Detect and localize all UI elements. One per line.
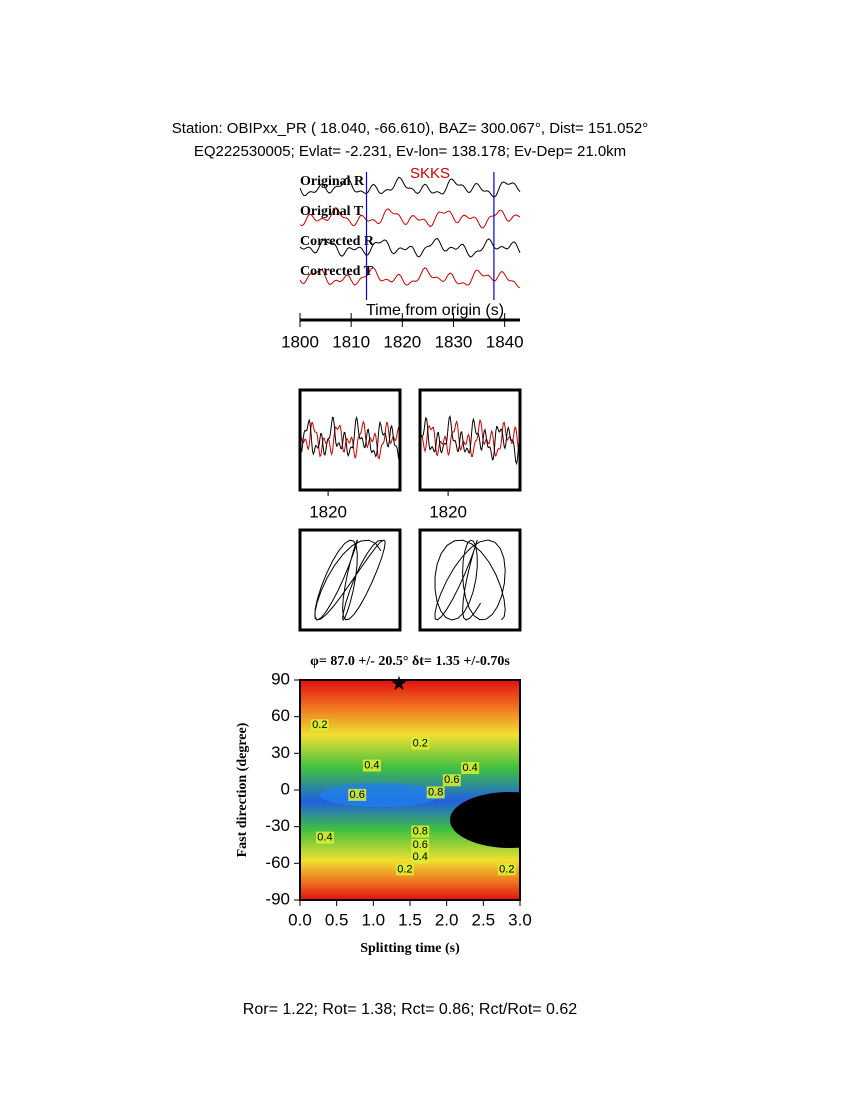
misfit-fill	[450, 792, 520, 848]
contour-label: 0.2	[413, 737, 428, 749]
contour-label-box	[310, 719, 329, 732]
contour-label-box	[362, 759, 381, 772]
trace	[299, 176, 521, 198]
x-axis-title: Time from origin (s)	[366, 302, 504, 319]
y-tick-label: 90	[271, 669, 290, 688]
x-tick-label: 1800	[281, 332, 319, 351]
particle-motion	[314, 538, 386, 622]
contour-label: 0.2	[312, 719, 327, 731]
trace-label: Original T	[300, 204, 364, 219]
x-tick-label: 1820	[429, 502, 467, 521]
trace	[299, 238, 521, 258]
contour-label: 0.4	[462, 762, 477, 774]
contour-label: 0.4	[413, 851, 428, 863]
y-axis-title: Fast direction (degree)	[235, 722, 250, 857]
x-tick-label: 3.0	[508, 910, 532, 929]
y-tick-label: 30	[271, 743, 290, 762]
contour-label: 0.4	[317, 832, 332, 844]
x-tick-label: 1.5	[398, 910, 422, 929]
contour-label-box	[395, 863, 414, 876]
best-fit-star	[391, 675, 407, 691]
contour-label-box	[411, 737, 430, 750]
particle-motion	[434, 539, 506, 621]
contour-label-box	[411, 839, 430, 851]
y-tick-label: -90	[265, 889, 290, 908]
trace-label: Original R	[300, 174, 365, 189]
contour-label: 0.6	[413, 839, 428, 851]
misfit-fill	[320, 783, 440, 807]
plot-title: φ= 87.0 +/- 20.5° δt= 1.35 +/-0.70s	[310, 654, 510, 669]
x-axis-title: Splitting time (s)	[360, 941, 460, 956]
header-line: Station: OBIPxx_PR ( 18.040, -66.610), B…	[172, 120, 648, 137]
trace	[419, 419, 521, 458]
x-tick-label: 0.0	[288, 910, 312, 929]
contour-label: 0.2	[397, 863, 412, 875]
contour-label-box	[315, 831, 334, 844]
header-line: EQ222530005; Evlat= -2.231, Ev-lon= 138.…	[194, 143, 626, 160]
phase-label: SKKS	[410, 165, 450, 182]
trace-label: Corrected T	[300, 264, 374, 279]
x-tick-label: 1840	[486, 332, 524, 351]
contour-label-box	[426, 786, 445, 799]
contour-label: 0.2	[499, 863, 514, 875]
contour-label-box	[442, 774, 461, 787]
contour-label-box	[348, 788, 367, 801]
x-tick-label: 2.5	[472, 910, 496, 929]
panel-frame	[418, 388, 522, 492]
x-tick-label: 0.5	[325, 910, 349, 929]
y-tick-label: -30	[265, 816, 290, 835]
x-tick-label: 1820	[383, 332, 421, 351]
x-tick-label: 1820	[309, 502, 347, 521]
x-tick-label: 1.0	[362, 910, 386, 929]
trace-label: Corrected R	[300, 234, 375, 249]
y-tick-label: 0	[281, 779, 290, 798]
trace	[299, 415, 401, 462]
footer: Ror= 1.22; Rot= 1.38; Rct= 0.86; Rct/Rot…	[243, 1001, 578, 1018]
x-tick-label: 1810	[332, 332, 370, 351]
panel-frame	[298, 388, 402, 492]
panel-frame	[298, 528, 402, 632]
trace	[299, 420, 401, 460]
contour-label: 0.8	[428, 786, 443, 798]
contour-label: 0.8	[413, 825, 428, 837]
contour-label: 0.6	[350, 789, 365, 801]
contour-label-box	[411, 825, 430, 838]
contour-label: 0.6	[444, 774, 459, 786]
contour-label-box	[411, 851, 430, 864]
x-tick-label: 1830	[435, 332, 473, 351]
y-tick-label: -60	[265, 853, 290, 872]
y-tick-label: 60	[271, 706, 290, 725]
contour-label: 0.4	[364, 759, 379, 771]
trace	[419, 415, 521, 466]
trace	[299, 207, 521, 229]
panel-frame	[418, 528, 522, 632]
x-tick-label: 2.0	[435, 910, 459, 929]
contour-label-box	[497, 863, 516, 876]
trace	[299, 266, 521, 289]
contour-label-box	[461, 762, 480, 774]
